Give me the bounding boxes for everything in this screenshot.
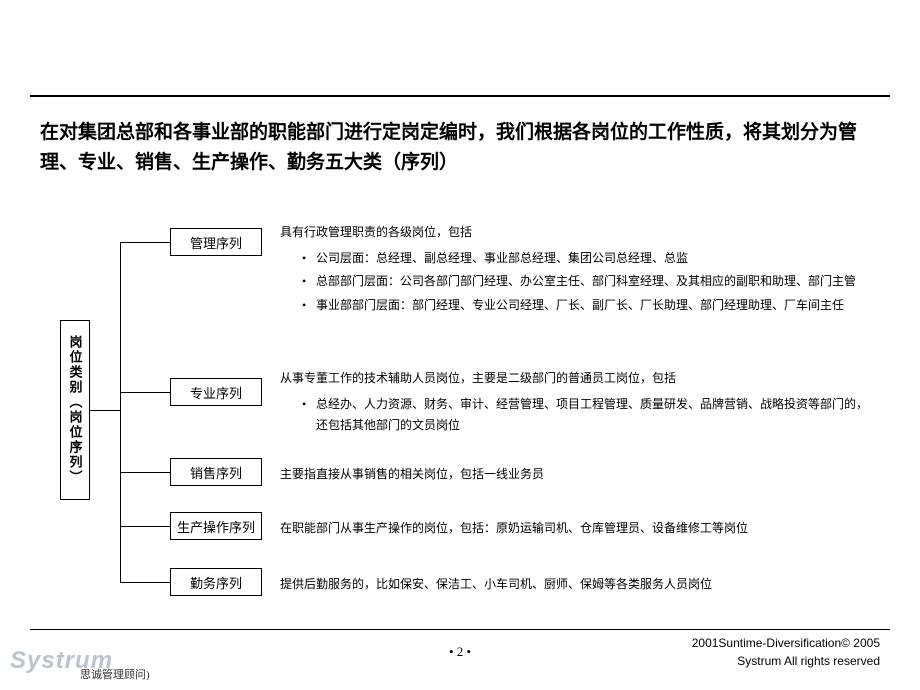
footer-divider <box>30 629 890 630</box>
category-desc-service: 提供后勤服务的，比如保安、保洁工、小车司机、厨师、保姆等各类服务人员岗位 <box>280 574 870 596</box>
category-box-service: 勤务序列 <box>170 568 262 596</box>
category-desc-management: 具有行政管理职责的各级岗位，包括 公司层面：总经理、副总经理、事业部总经理、集团… <box>280 222 870 318</box>
desc-intro: 在职能部门从事生产操作的岗位，包括：原奶运输司机、仓库管理员、设备维修工等岗位 <box>280 518 870 540</box>
page-title: 在对集团总部和各事业部的职能部门进行定岗定编时，我们根据各岗位的工作性质，将其划… <box>40 118 880 179</box>
bullet-list: 公司层面：总经理、副总经理、事业部总经理、集团公司总经理、总监 总部部门层面：公… <box>280 248 870 317</box>
bullet-list: 总经办、人力资源、财务、审计、经营管理、项目工程管理、质量研发、品牌营销、战略投… <box>280 394 870 437</box>
desc-intro: 从事专董工作的技术辅助人员岗位，主要是二级部门的普通员工岗位，包括 <box>280 368 870 390</box>
desc-intro: 提供后勤服务的，比如保安、保洁工、小车司机、厨师、保姆等各类服务人员岗位 <box>280 574 870 596</box>
connector <box>120 392 170 393</box>
copyright-line2: Systrum All rights reserved <box>692 652 880 670</box>
bullet-item: 总经办、人力资源、财务、审计、经营管理、项目工程管理、质量研发、品牌营销、战略投… <box>302 394 870 437</box>
category-desc-sales: 主要指直接从事销售的相关岗位，包括一线业务员 <box>280 464 870 486</box>
connector <box>120 526 170 527</box>
connector <box>120 242 170 243</box>
connector <box>120 242 121 582</box>
top-divider <box>30 95 890 97</box>
copyright-text: 2001Suntime-Diversification© 2005 Systru… <box>692 634 880 670</box>
desc-intro: 具有行政管理职责的各级岗位，包括 <box>280 222 870 244</box>
category-box-production: 生产操作序列 <box>170 512 262 540</box>
category-box-sales: 销售序列 <box>170 458 262 486</box>
bullet-item: 总部部门层面：公司各部门部门经理、办公室主任、部门科室经理、及其相应的副职和助理… <box>302 271 870 293</box>
connector <box>120 582 170 583</box>
category-desc-production: 在职能部门从事生产操作的岗位，包括：原奶运输司机、仓库管理员、设备维修工等岗位 <box>280 518 870 540</box>
copyright-line1: 2001Suntime-Diversification© 2005 <box>692 634 880 652</box>
category-box-professional: 专业序列 <box>170 378 262 406</box>
connector <box>90 410 120 411</box>
category-desc-professional: 从事专董工作的技术辅助人员岗位，主要是二级部门的普通员工岗位，包括 总经办、人力… <box>280 368 870 439</box>
desc-intro: 主要指直接从事销售的相关岗位，包括一线业务员 <box>280 464 870 486</box>
bullet-item: 事业部部门层面：部门经理、专业公司经理、厂长、副厂长、厂长助理、部门经理助理、厂… <box>302 295 870 317</box>
bullet-item: 公司层面：总经理、副总经理、事业部总经理、集团公司总经理、总监 <box>302 248 870 270</box>
brand-logo-sub: 思诚管理顾问) <box>80 666 150 682</box>
category-box-management: 管理序列 <box>170 228 262 256</box>
root-node: 岗位类别（岗位序列） <box>60 320 90 500</box>
hierarchy-diagram: 岗位类别（岗位序列） 管理序列 具有行政管理职责的各级岗位，包括 公司层面：总经… <box>60 220 880 600</box>
connector <box>120 472 170 473</box>
